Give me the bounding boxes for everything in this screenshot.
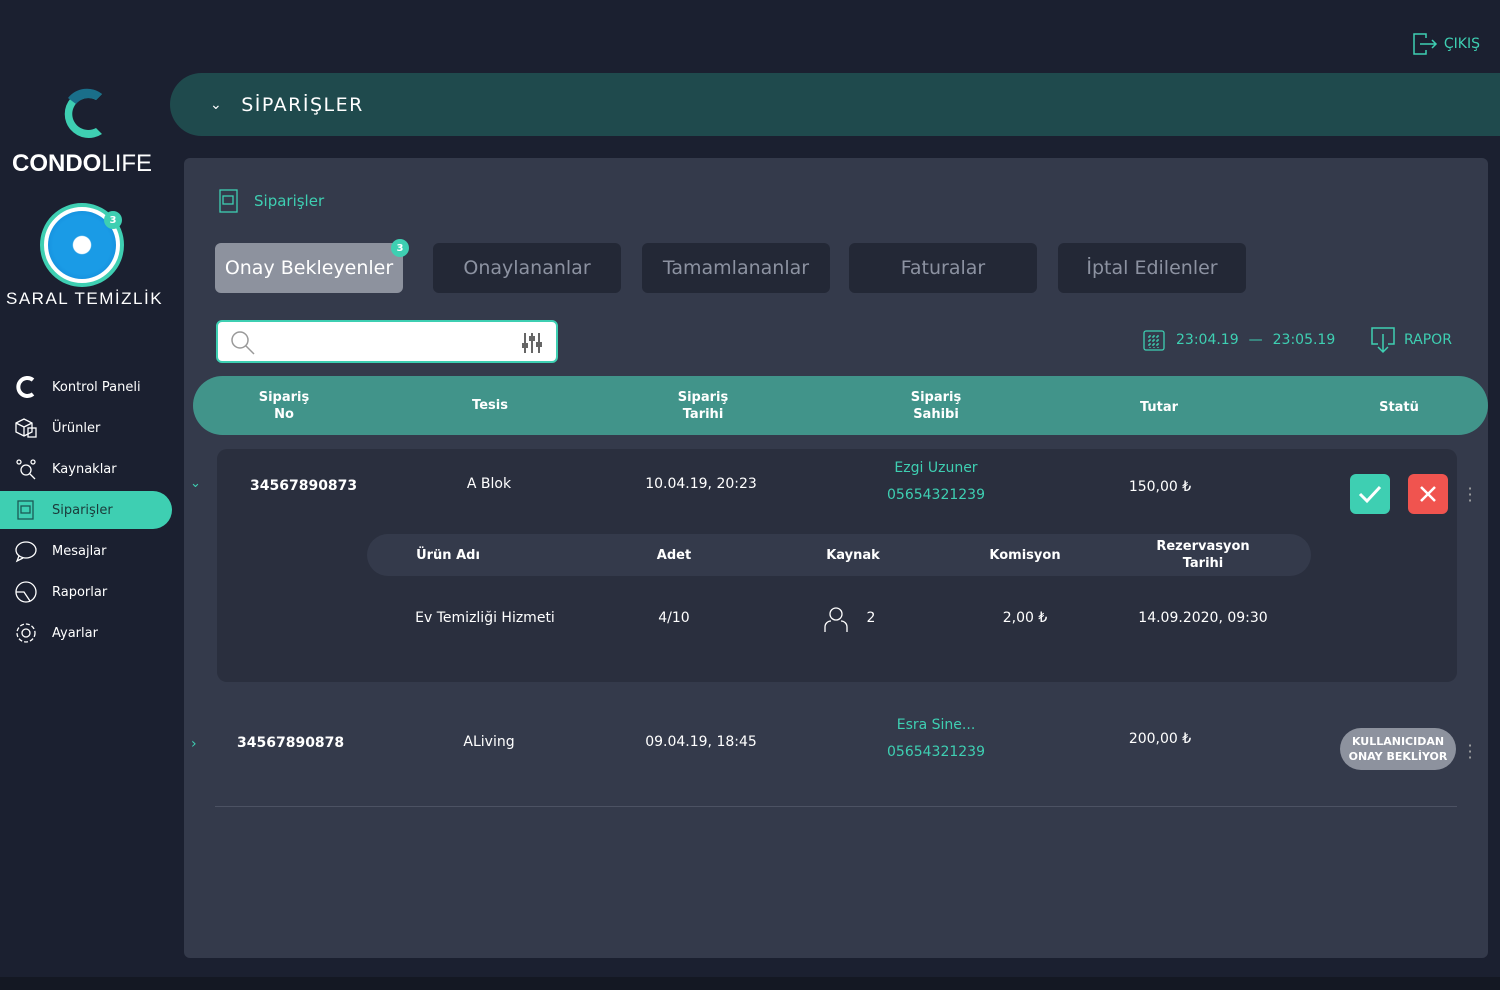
condolife-logo-icon xyxy=(64,88,102,138)
product-name: Ev Temizliği Hizmeti xyxy=(415,610,555,626)
approve-button[interactable] xyxy=(1350,474,1390,514)
tab-tamamlananlar[interactable]: Tamamlananlar xyxy=(642,243,830,293)
chevron-down-icon: ⌄ xyxy=(210,96,224,113)
sub-col-rezervasyon-tarihi: Rezervasyon Tarihi xyxy=(1156,539,1250,571)
products-icon xyxy=(15,418,37,438)
order-date: 10.04.19, 20:23 xyxy=(645,476,757,492)
resource-person-icon xyxy=(824,607,848,632)
message-icon xyxy=(15,541,37,563)
resources-icon xyxy=(16,459,36,480)
sub-col-urun-adi: Ürün Adı xyxy=(416,547,480,563)
download-icon xyxy=(1371,327,1395,354)
logout-button[interactable]: ÇIKIŞ xyxy=(1412,32,1480,56)
amount: 150,00 ₺ xyxy=(1128,479,1192,495)
orders-icon xyxy=(17,500,34,520)
sub-col-komisyon: Komisyon xyxy=(989,547,1061,563)
section-title: SİPARİŞLER xyxy=(241,93,364,116)
search-input[interactable] xyxy=(216,320,558,363)
orders-panel: Siparişler Onay Bekleyenler 3 Onaylananl… xyxy=(184,158,1488,958)
calendar-icon xyxy=(1143,330,1165,351)
col-siparis-sahibi[interactable]: Sipariş Sahibi xyxy=(910,389,962,422)
tab-iptal-edilenler[interactable]: İptal Edilenler xyxy=(1058,243,1246,293)
orders-icon xyxy=(219,189,238,213)
section-header[interactable]: ⌄ SİPARİŞLER xyxy=(170,73,1500,136)
amount: 200,00 ₺ xyxy=(1128,731,1192,747)
owner-name[interactable]: Esra Sine... xyxy=(896,717,976,733)
reservation-date: 14.09.2020, 09:30 xyxy=(1138,610,1268,626)
logout-icon xyxy=(1413,33,1437,55)
col-tesis[interactable]: Tesis xyxy=(472,398,508,413)
owner-phone[interactable]: 05654321239 xyxy=(887,744,985,760)
sub-col-kaynak: Kaynak xyxy=(826,547,880,563)
search-icon xyxy=(231,331,255,355)
commission: 2,00 ₺ xyxy=(1002,610,1048,626)
tab-onay-bekleyenler[interactable]: Onay Bekleyenler xyxy=(215,243,403,293)
col-siparis-no[interactable]: Sipariş No xyxy=(258,389,310,422)
sidebar-item-raporlar[interactable]: Raporlar xyxy=(0,573,172,611)
tab-faturalar[interactable]: Faturalar xyxy=(849,243,1037,293)
facility: ALiving xyxy=(463,734,515,750)
more-options-icon[interactable]: · · · xyxy=(1467,479,1473,510)
bottom-bar xyxy=(0,977,1500,990)
order-no: 34567890873 xyxy=(250,478,358,494)
panel-title: Siparişler xyxy=(218,188,324,214)
reject-button[interactable] xyxy=(1408,474,1448,514)
sub-col-adet: Adet xyxy=(656,547,692,563)
notification-badge: 3 xyxy=(104,211,122,229)
sidebar-item-kontrol-paneli[interactable]: Kontrol Paneli xyxy=(0,368,172,406)
brand-name: CONDOLIFE xyxy=(12,150,153,177)
tab-onaylananlar[interactable]: Onaylananlar xyxy=(433,243,621,293)
date-range-picker[interactable]: 23:04.19—23:05.19 xyxy=(1142,328,1335,352)
expand-row-chevron-icon[interactable]: › xyxy=(191,736,197,752)
table-row: 34567890873 A Blok 10.04.19, 20:23 Ezgi … xyxy=(217,449,1473,682)
close-icon xyxy=(1420,486,1436,502)
order-date: 09.04.19, 18:45 xyxy=(645,734,757,750)
sidebar-item-siparisler[interactable]: Siparişler xyxy=(0,491,172,529)
owner-phone[interactable]: 05654321239 xyxy=(887,487,985,503)
company-name: SARAL TEMİZLİK xyxy=(6,289,164,308)
owner-name[interactable]: Ezgi Uzuner xyxy=(894,460,978,476)
col-statu[interactable]: Statü xyxy=(1379,400,1419,415)
check-icon xyxy=(1358,485,1382,504)
report-download-button[interactable]: RAPOR xyxy=(1370,326,1452,354)
sub-table-header: Ürün Adı Adet Kaynak Komisyon Rezervasyo… xyxy=(367,534,1311,576)
sidebar-item-ayarlar[interactable]: Ayarlar xyxy=(0,614,172,652)
order-no: 34567890878 xyxy=(237,735,345,751)
quantity: 4/10 xyxy=(658,610,690,626)
col-tutar[interactable]: Tutar xyxy=(1139,400,1179,415)
sidebar-nav: Kontrol Paneli Ürünler Kaynaklar Sipariş… xyxy=(0,368,172,655)
filter-sliders-icon[interactable] xyxy=(520,331,544,355)
divider xyxy=(215,806,1457,807)
report-icon xyxy=(15,581,37,603)
more-options-icon[interactable]: · · · xyxy=(1467,736,1473,767)
status-badge: KULLANICIDAN ONAY BEKLİYOR xyxy=(1340,728,1456,770)
resource-count: 2 xyxy=(866,610,876,626)
collapse-row-chevron-icon[interactable]: ⌄ xyxy=(190,476,201,491)
tab-badge: 3 xyxy=(391,239,409,257)
facility: A Blok xyxy=(466,476,512,492)
col-siparis-tarihi[interactable]: Sipariş Tarihi xyxy=(677,389,729,422)
table-header: Sipariş No Tesis Sipariş Tarihi Sipariş Sah… xyxy=(193,376,1488,435)
gear-icon xyxy=(16,623,36,643)
condo-c-icon xyxy=(16,376,35,398)
sidebar-item-urunler[interactable]: Ürünler xyxy=(0,409,172,447)
sidebar-item-kaynaklar[interactable]: Kaynaklar xyxy=(0,450,172,488)
sidebar-item-mesajlar[interactable]: Mesajlar xyxy=(0,532,172,570)
